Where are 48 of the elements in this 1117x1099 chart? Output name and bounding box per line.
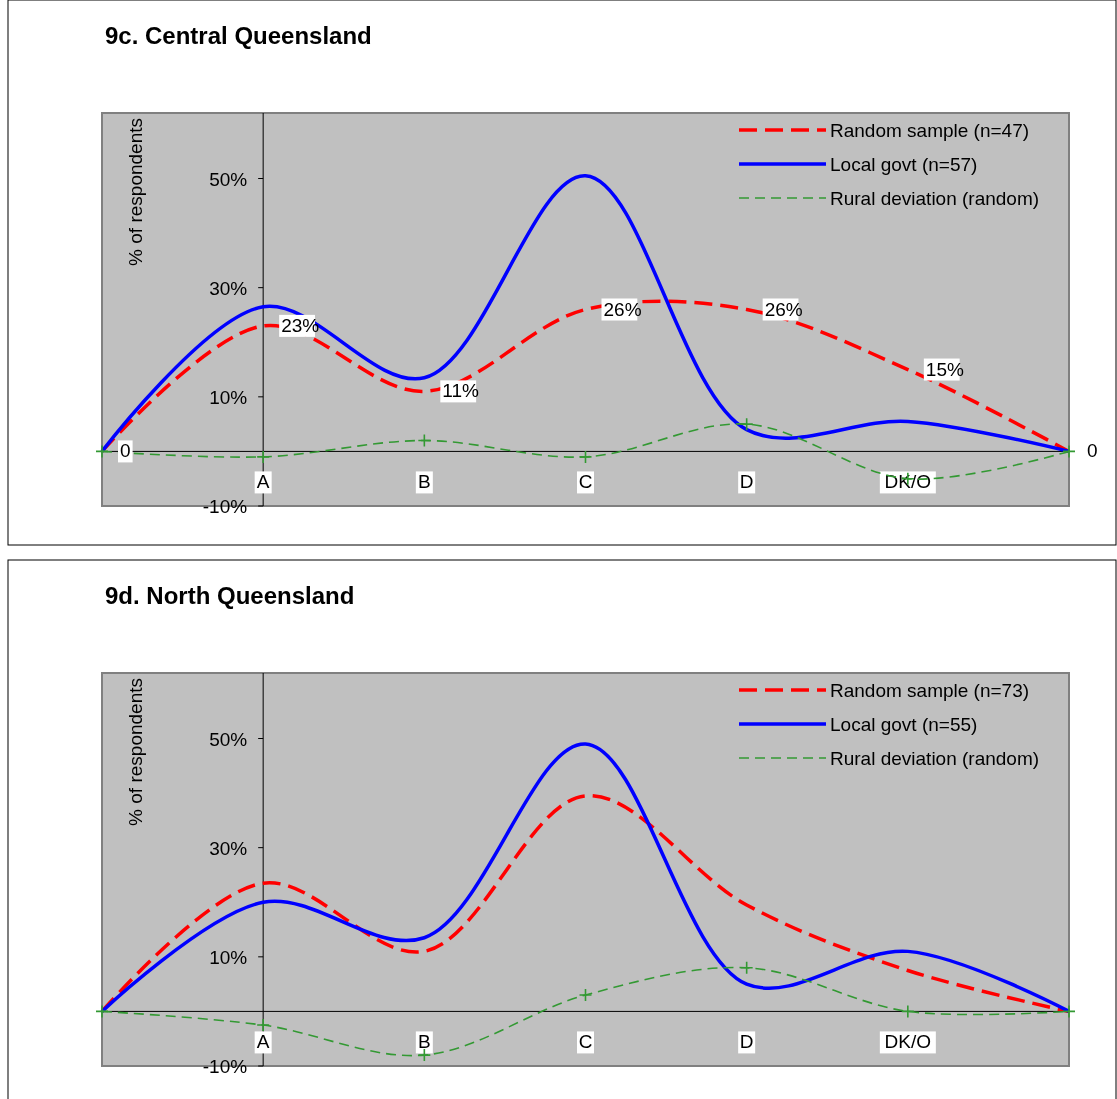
- x-tick-label: DK/O: [884, 1031, 932, 1053]
- point: [739, 417, 754, 431]
- y-tick-label: -10%: [202, 496, 248, 517]
- legend-label: Random sample (n=73): [830, 680, 1030, 701]
- x-tick-label: B: [417, 471, 431, 493]
- y-tick-label: 10%: [209, 386, 248, 408]
- y-tick-label: 50%: [209, 728, 248, 750]
- point: [578, 988, 593, 1002]
- y-tick-label: -10%: [202, 1056, 248, 1077]
- legend-label: Random sample (n=47): [830, 120, 1030, 141]
- legend-label: Rural deviation (random): [830, 748, 1040, 769]
- data-label: 15%: [925, 358, 964, 380]
- x-tick-label: C: [578, 1031, 593, 1053]
- chart-title: 9d. North Queensland: [105, 582, 355, 609]
- x-tick-label: A: [256, 1031, 270, 1053]
- data-label: 23%: [281, 314, 320, 336]
- chart-title: 9c. Central Queensland: [105, 22, 372, 49]
- x-tick-label: DK/O: [884, 471, 932, 493]
- data-label: 26%: [603, 298, 642, 320]
- x-tick-label: D: [739, 471, 754, 493]
- y-tick-label: 10%: [209, 946, 248, 968]
- point: [256, 1018, 270, 1032]
- legend-label: Rural deviation (random): [830, 188, 1040, 209]
- y-axis-title: % of respondents: [125, 678, 146, 826]
- legend-label: Local govt (n=57): [830, 154, 978, 175]
- point: [901, 1004, 915, 1019]
- y-axis-title: % of respondents: [125, 118, 146, 266]
- x-tick-label: A: [256, 471, 270, 493]
- x-tick-label: B: [417, 1031, 431, 1053]
- data-label: 11%: [442, 380, 480, 402]
- point: [417, 1048, 432, 1062]
- data-label: 0: [1087, 440, 1098, 462]
- point: [417, 433, 432, 448]
- point: [1062, 444, 1076, 459]
- legend-label: Local govt (n=55): [830, 714, 978, 735]
- point: [256, 450, 270, 464]
- point: [739, 960, 754, 975]
- data-label: 0: [120, 440, 131, 462]
- point: [95, 444, 109, 459]
- point: [1062, 1004, 1076, 1019]
- y-tick-label: 30%: [209, 277, 248, 299]
- y-tick-label: 50%: [209, 168, 248, 190]
- data-label: 26%: [764, 298, 803, 320]
- x-tick-label: C: [578, 471, 593, 493]
- point: [578, 450, 593, 464]
- y-tick-label: 30%: [209, 837, 248, 859]
- point: [95, 1004, 109, 1019]
- x-tick-label: D: [739, 1031, 754, 1053]
